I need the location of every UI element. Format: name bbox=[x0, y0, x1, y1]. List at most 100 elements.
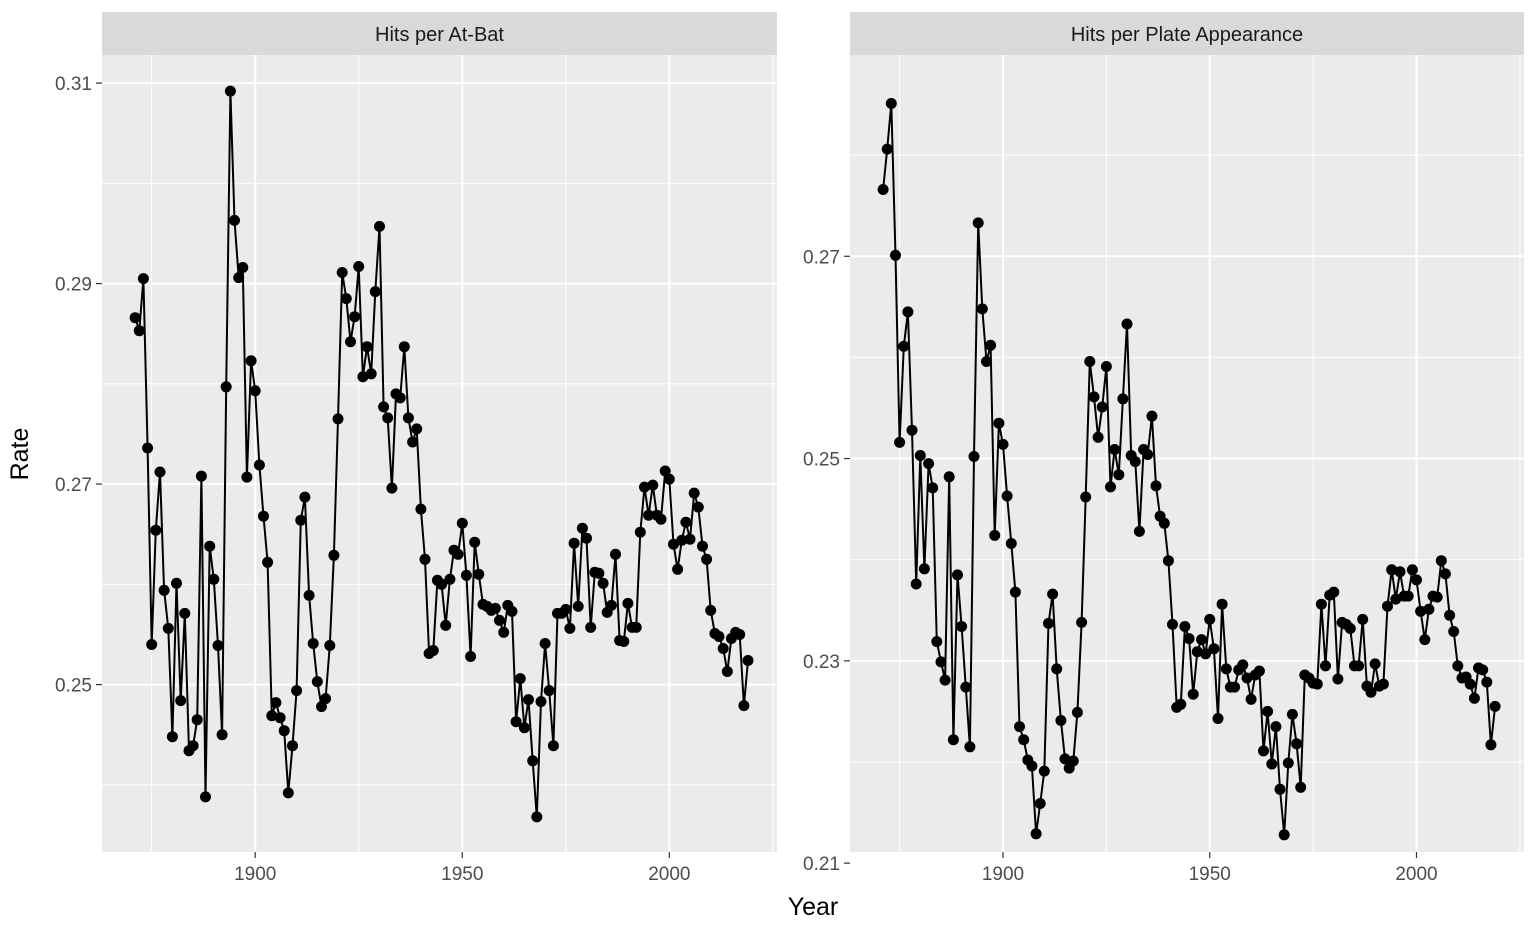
data-point bbox=[655, 513, 667, 525]
y-tick-label: 0.27 bbox=[803, 247, 840, 268]
data-point bbox=[1419, 634, 1431, 646]
y-tick-label: 0.25 bbox=[803, 450, 840, 471]
y-axis-title: Rate bbox=[6, 428, 34, 481]
data-point bbox=[357, 371, 369, 383]
data-point bbox=[701, 553, 713, 565]
data-point bbox=[923, 458, 935, 470]
data-point bbox=[1146, 410, 1158, 422]
data-point bbox=[523, 694, 534, 706]
data-point bbox=[220, 381, 232, 393]
data-point bbox=[179, 607, 191, 619]
data-point bbox=[1076, 616, 1088, 628]
data-point bbox=[643, 509, 655, 521]
data-point bbox=[964, 741, 976, 753]
data-point bbox=[142, 442, 154, 454]
data-point bbox=[1444, 609, 1456, 621]
data-point bbox=[1129, 456, 1141, 468]
data-point bbox=[249, 385, 261, 397]
data-point bbox=[680, 516, 692, 528]
panel-hits-per-at-bat: Hits per At-Bat 1900 1950 2000 0.25 0.27 0.29 0… bbox=[55, 12, 777, 885]
data-point bbox=[494, 614, 505, 626]
data-point bbox=[1464, 678, 1476, 690]
facet-strip-label: Hits per At-Bat bbox=[375, 24, 504, 46]
data-point bbox=[535, 696, 547, 708]
data-point bbox=[1071, 706, 1083, 718]
facet-strip bbox=[850, 12, 1524, 55]
data-point bbox=[303, 589, 315, 601]
data-point bbox=[1291, 738, 1303, 750]
data-point bbox=[1406, 564, 1418, 576]
data-point bbox=[1481, 676, 1493, 688]
data-point bbox=[647, 479, 659, 491]
data-point bbox=[610, 548, 621, 560]
data-point bbox=[931, 636, 943, 648]
data-point bbox=[1043, 617, 1054, 629]
data-point bbox=[506, 605, 518, 617]
data-point bbox=[1216, 598, 1228, 610]
data-point bbox=[436, 578, 448, 590]
data-point bbox=[1282, 757, 1294, 769]
data-point bbox=[672, 563, 684, 575]
data-point bbox=[229, 214, 240, 226]
data-point bbox=[452, 548, 464, 560]
data-point bbox=[914, 450, 926, 461]
data-point bbox=[489, 602, 501, 614]
data-point bbox=[158, 584, 170, 596]
data-point bbox=[1258, 745, 1269, 757]
data-point bbox=[894, 436, 906, 448]
y-tick-label: 0.25 bbox=[55, 676, 92, 697]
data-point bbox=[154, 466, 166, 478]
data-point bbox=[738, 700, 750, 712]
data-point bbox=[402, 412, 414, 424]
data-point bbox=[547, 740, 559, 752]
data-point bbox=[956, 621, 968, 632]
data-point bbox=[394, 392, 406, 404]
data-point bbox=[564, 622, 576, 634]
data-point bbox=[187, 740, 199, 752]
data-point bbox=[1088, 391, 1100, 403]
data-point bbox=[1452, 660, 1464, 672]
data-point bbox=[943, 471, 955, 483]
facet-strip-label: Hits per Plate Appearance bbox=[1071, 24, 1303, 46]
data-point bbox=[1431, 591, 1443, 603]
data-point bbox=[717, 643, 729, 654]
data-point bbox=[224, 85, 236, 97]
data-point bbox=[1009, 586, 1021, 598]
data-point bbox=[1067, 755, 1079, 767]
data-point bbox=[1055, 715, 1067, 726]
data-point bbox=[171, 577, 182, 589]
data-point bbox=[204, 540, 216, 552]
data-point bbox=[1311, 678, 1323, 690]
data-point bbox=[676, 534, 688, 546]
data-point bbox=[1344, 623, 1356, 634]
data-point bbox=[1175, 698, 1187, 710]
data-point bbox=[1051, 663, 1063, 675]
data-point bbox=[129, 312, 141, 324]
data-point bbox=[881, 143, 893, 155]
data-point bbox=[440, 619, 452, 631]
data-point bbox=[1014, 721, 1025, 733]
data-point bbox=[1365, 686, 1377, 698]
data-point bbox=[1183, 633, 1195, 645]
data-point bbox=[1369, 658, 1381, 670]
data-point bbox=[713, 631, 725, 642]
data-point bbox=[630, 621, 642, 633]
data-point bbox=[282, 787, 294, 799]
x-tick-label: 2000 bbox=[648, 864, 690, 885]
data-point bbox=[216, 729, 228, 741]
data-point bbox=[1402, 590, 1414, 602]
data-point bbox=[1167, 618, 1178, 630]
data-point bbox=[960, 681, 972, 693]
data-point bbox=[270, 697, 282, 709]
data-point bbox=[605, 599, 617, 611]
data-point bbox=[212, 640, 224, 651]
x-tick-label: 1900 bbox=[982, 864, 1024, 885]
data-point bbox=[1394, 566, 1406, 578]
data-point bbox=[1328, 586, 1340, 598]
data-point bbox=[618, 636, 630, 647]
data-point bbox=[1245, 693, 1257, 705]
y-tick-label: 0.21 bbox=[803, 854, 840, 875]
data-point bbox=[1084, 356, 1096, 367]
data-point bbox=[634, 526, 646, 538]
y-tick-label: 0.27 bbox=[55, 475, 92, 496]
